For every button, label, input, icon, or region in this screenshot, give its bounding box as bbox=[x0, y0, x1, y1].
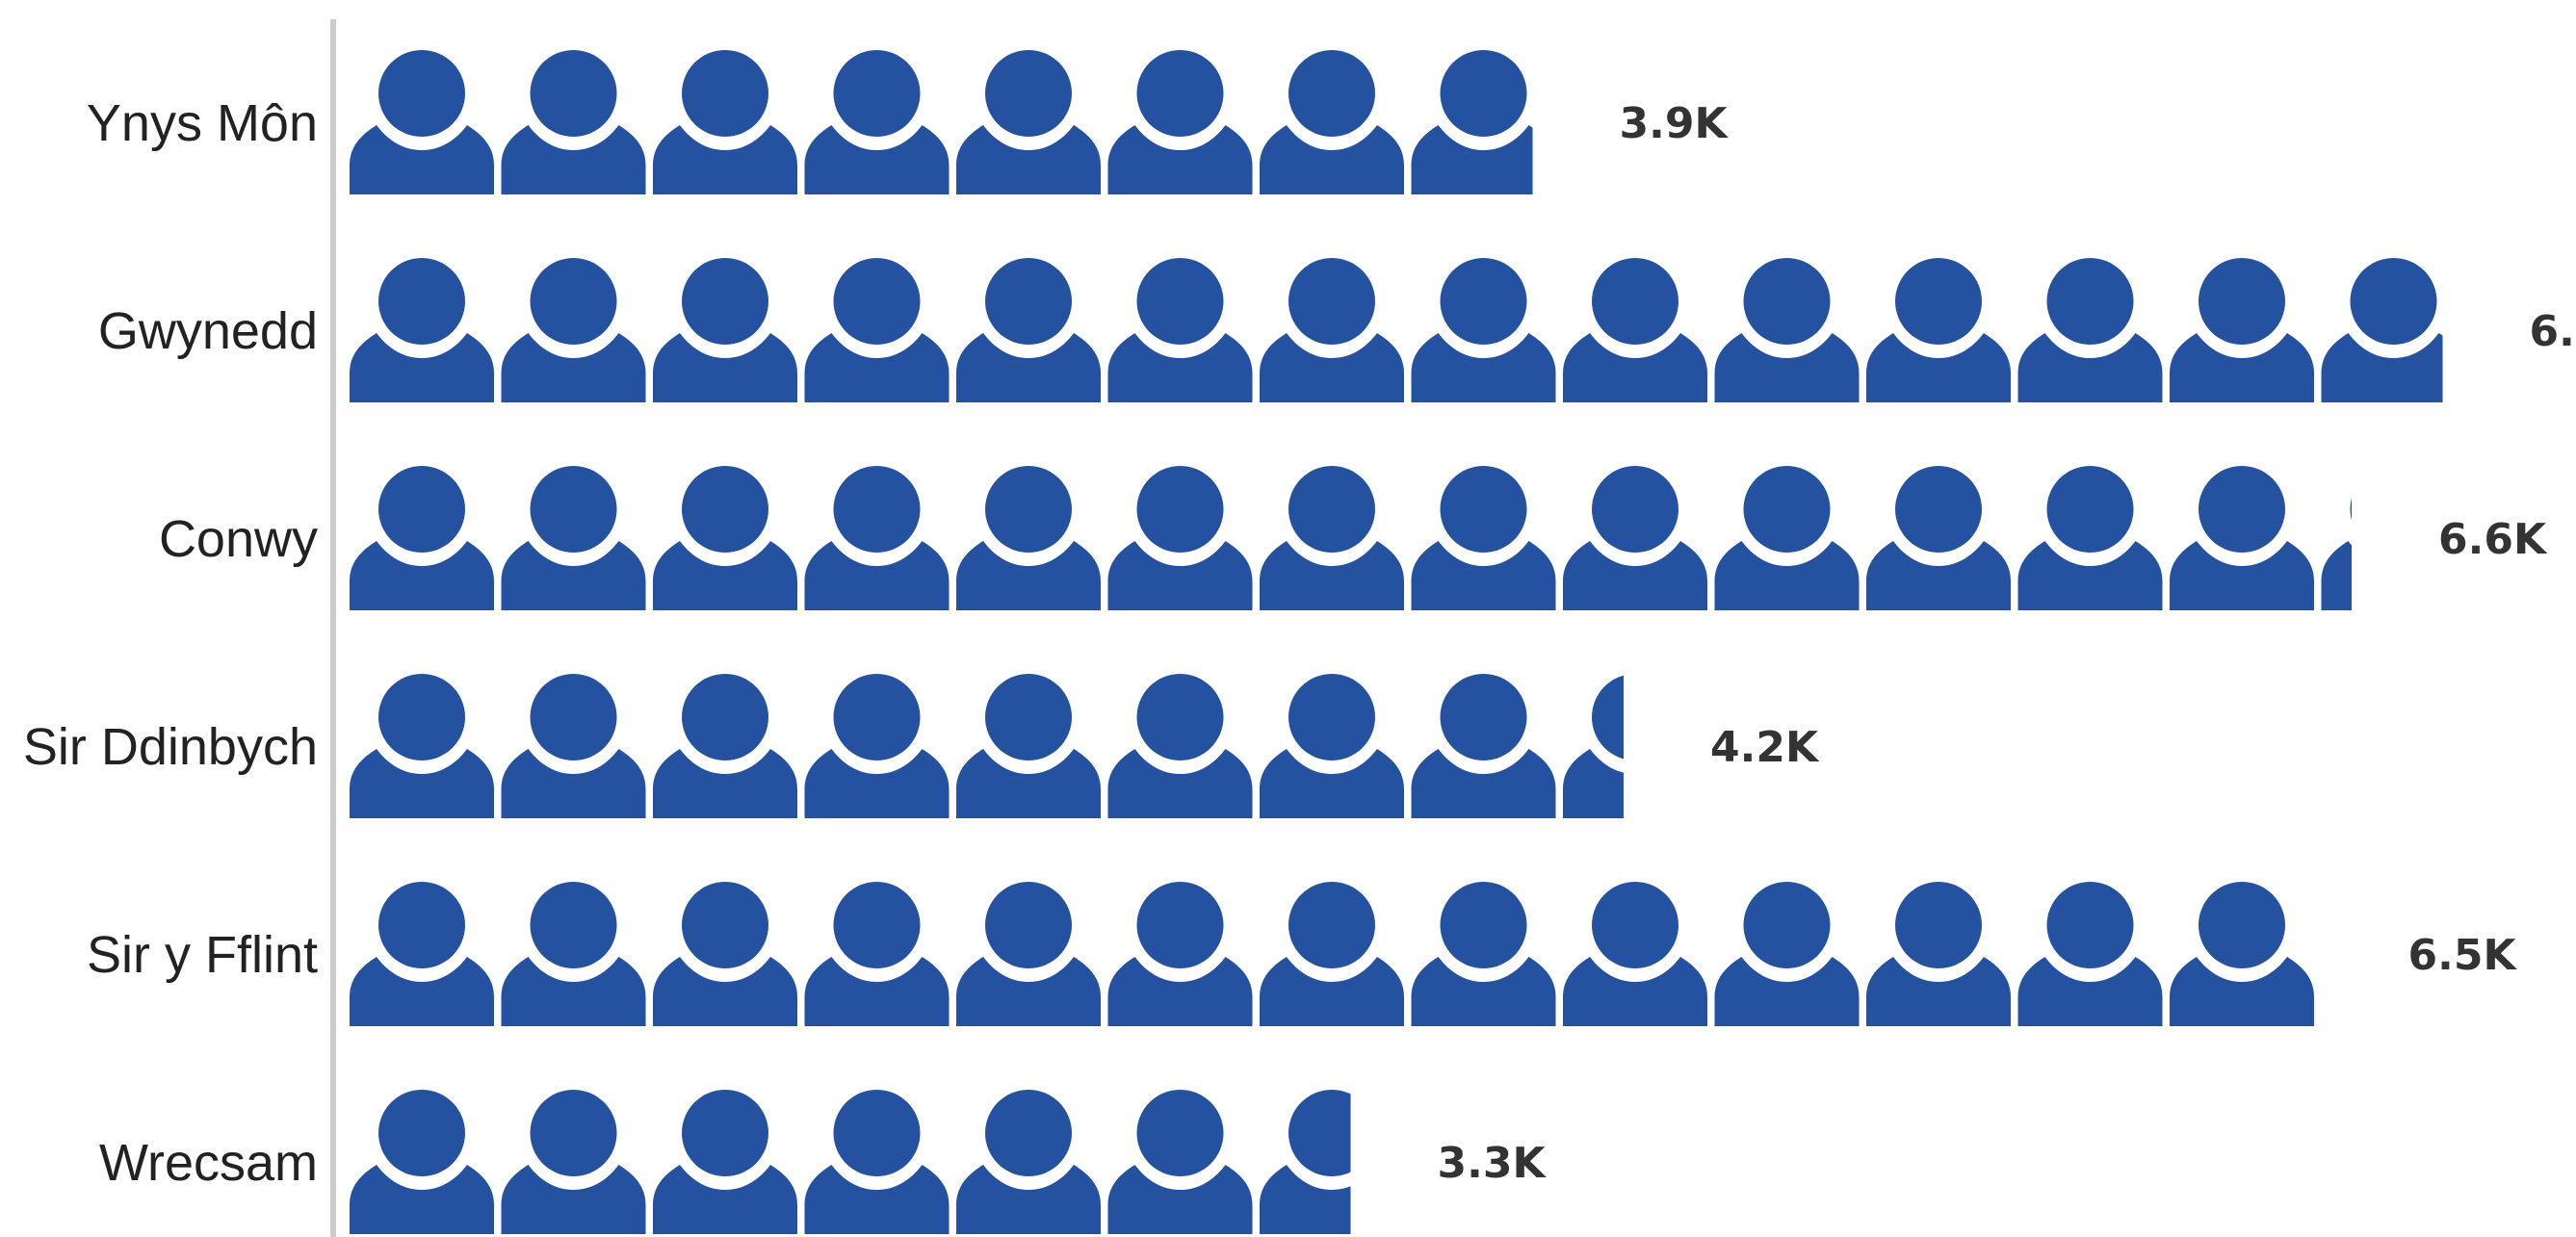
bar-icons bbox=[350, 50, 1533, 194]
value-label: 3.9K bbox=[1620, 99, 1730, 148]
person-icon bbox=[350, 882, 494, 1026]
person-icon bbox=[653, 466, 797, 610]
person-icon bbox=[2017, 258, 2163, 402]
person-icon bbox=[804, 50, 950, 194]
person-icon bbox=[956, 674, 1101, 818]
person-icon bbox=[2017, 466, 2163, 610]
category-label: Sir y Fflint bbox=[87, 926, 318, 984]
person-icon bbox=[1714, 258, 1860, 402]
person-icon bbox=[1260, 50, 1404, 194]
person-icon bbox=[956, 258, 1101, 402]
bar-icons bbox=[350, 258, 2443, 402]
person-icon bbox=[2170, 258, 2314, 402]
bar-row: Wrecsam 3.3K bbox=[99, 1090, 1547, 1234]
person-icon bbox=[1411, 258, 1556, 402]
person-icon bbox=[501, 50, 646, 194]
person-icon bbox=[350, 674, 494, 818]
person-icon bbox=[653, 50, 797, 194]
person-icon bbox=[1107, 466, 1253, 610]
person-icon bbox=[1411, 466, 1556, 610]
bar-row: Ynys Môn 3.9K bbox=[87, 50, 1730, 194]
category-label: Wrecsam bbox=[99, 1134, 318, 1192]
person-icon bbox=[1563, 882, 1707, 1026]
person-icon bbox=[2321, 258, 2443, 402]
person-icon bbox=[1260, 258, 1404, 402]
person-icon bbox=[1107, 882, 1253, 1026]
person-icon bbox=[956, 1090, 1101, 1234]
person-icon bbox=[1107, 674, 1253, 818]
person-icon bbox=[2170, 882, 2314, 1026]
value-label: 6.9K bbox=[2530, 307, 2576, 356]
value-label: 6.6K bbox=[2438, 515, 2548, 564]
person-icon bbox=[501, 674, 646, 818]
category-label: Gwynedd bbox=[98, 302, 318, 360]
person-icon bbox=[1411, 674, 1556, 818]
person-icon bbox=[350, 466, 494, 610]
person-icon bbox=[804, 882, 950, 1026]
person-icon bbox=[956, 466, 1101, 610]
person-icon bbox=[653, 674, 797, 818]
person-icon bbox=[804, 258, 950, 402]
person-icon bbox=[653, 1090, 797, 1234]
person-icon bbox=[956, 50, 1101, 194]
person-icon bbox=[1260, 466, 1404, 610]
person-icon bbox=[501, 1090, 646, 1234]
category-label: Sir Ddinbych bbox=[23, 718, 318, 776]
person-icon bbox=[1411, 50, 1533, 194]
person-icon bbox=[2017, 882, 2163, 1026]
bar-row: Gwynedd 6.9K bbox=[98, 258, 2576, 402]
bar-icons bbox=[350, 1090, 1351, 1234]
person-icon bbox=[1107, 1090, 1253, 1234]
person-icon bbox=[1260, 674, 1404, 818]
category-label: Ynys Môn bbox=[87, 94, 318, 152]
person-icon bbox=[804, 466, 950, 610]
bar-icons bbox=[350, 466, 2352, 610]
person-icon bbox=[1866, 258, 2011, 402]
bar-row: Sir Ddinbych 4.2K bbox=[23, 674, 1820, 818]
person-icon bbox=[1866, 466, 2011, 610]
person-icon bbox=[1714, 466, 1860, 610]
person-icon bbox=[1107, 258, 1253, 402]
person-icon bbox=[1563, 674, 1624, 818]
value-label: 3.3K bbox=[1438, 1139, 1548, 1188]
person-icon bbox=[804, 1090, 950, 1234]
person-icon bbox=[501, 466, 646, 610]
person-icon bbox=[653, 882, 797, 1026]
person-icon bbox=[1260, 1090, 1351, 1234]
person-icon bbox=[1714, 882, 1860, 1026]
value-label: 6.5K bbox=[2408, 931, 2518, 980]
bar-row: Conwy 6.6K bbox=[159, 466, 2548, 610]
person-icon bbox=[1411, 882, 1556, 1026]
person-icon bbox=[956, 882, 1101, 1026]
category-label: Conwy bbox=[159, 510, 318, 568]
person-icon bbox=[653, 258, 797, 402]
bar-icons bbox=[350, 674, 1624, 818]
person-icon bbox=[350, 258, 494, 402]
person-icon bbox=[1107, 50, 1253, 194]
person-icon bbox=[1563, 258, 1707, 402]
person-icon bbox=[1260, 882, 1404, 1026]
person-icon bbox=[1866, 882, 2011, 1026]
value-label: 4.2K bbox=[1710, 723, 1820, 772]
person-icon bbox=[804, 674, 950, 818]
bar-row: Sir y Fflint 6.5K bbox=[87, 882, 2517, 1026]
person-icon bbox=[501, 258, 646, 402]
person-icon bbox=[2170, 466, 2314, 610]
person-icon bbox=[501, 882, 646, 1026]
person-icon bbox=[350, 50, 494, 194]
person-icon bbox=[350, 1090, 494, 1234]
bar-icons bbox=[350, 882, 2314, 1026]
person-icon bbox=[1563, 466, 1707, 610]
chart-rows: Ynys Môn 3.9K Gwynedd 6.9K Conwy 6.6K Sir Ddin… bbox=[23, 50, 2576, 1234]
